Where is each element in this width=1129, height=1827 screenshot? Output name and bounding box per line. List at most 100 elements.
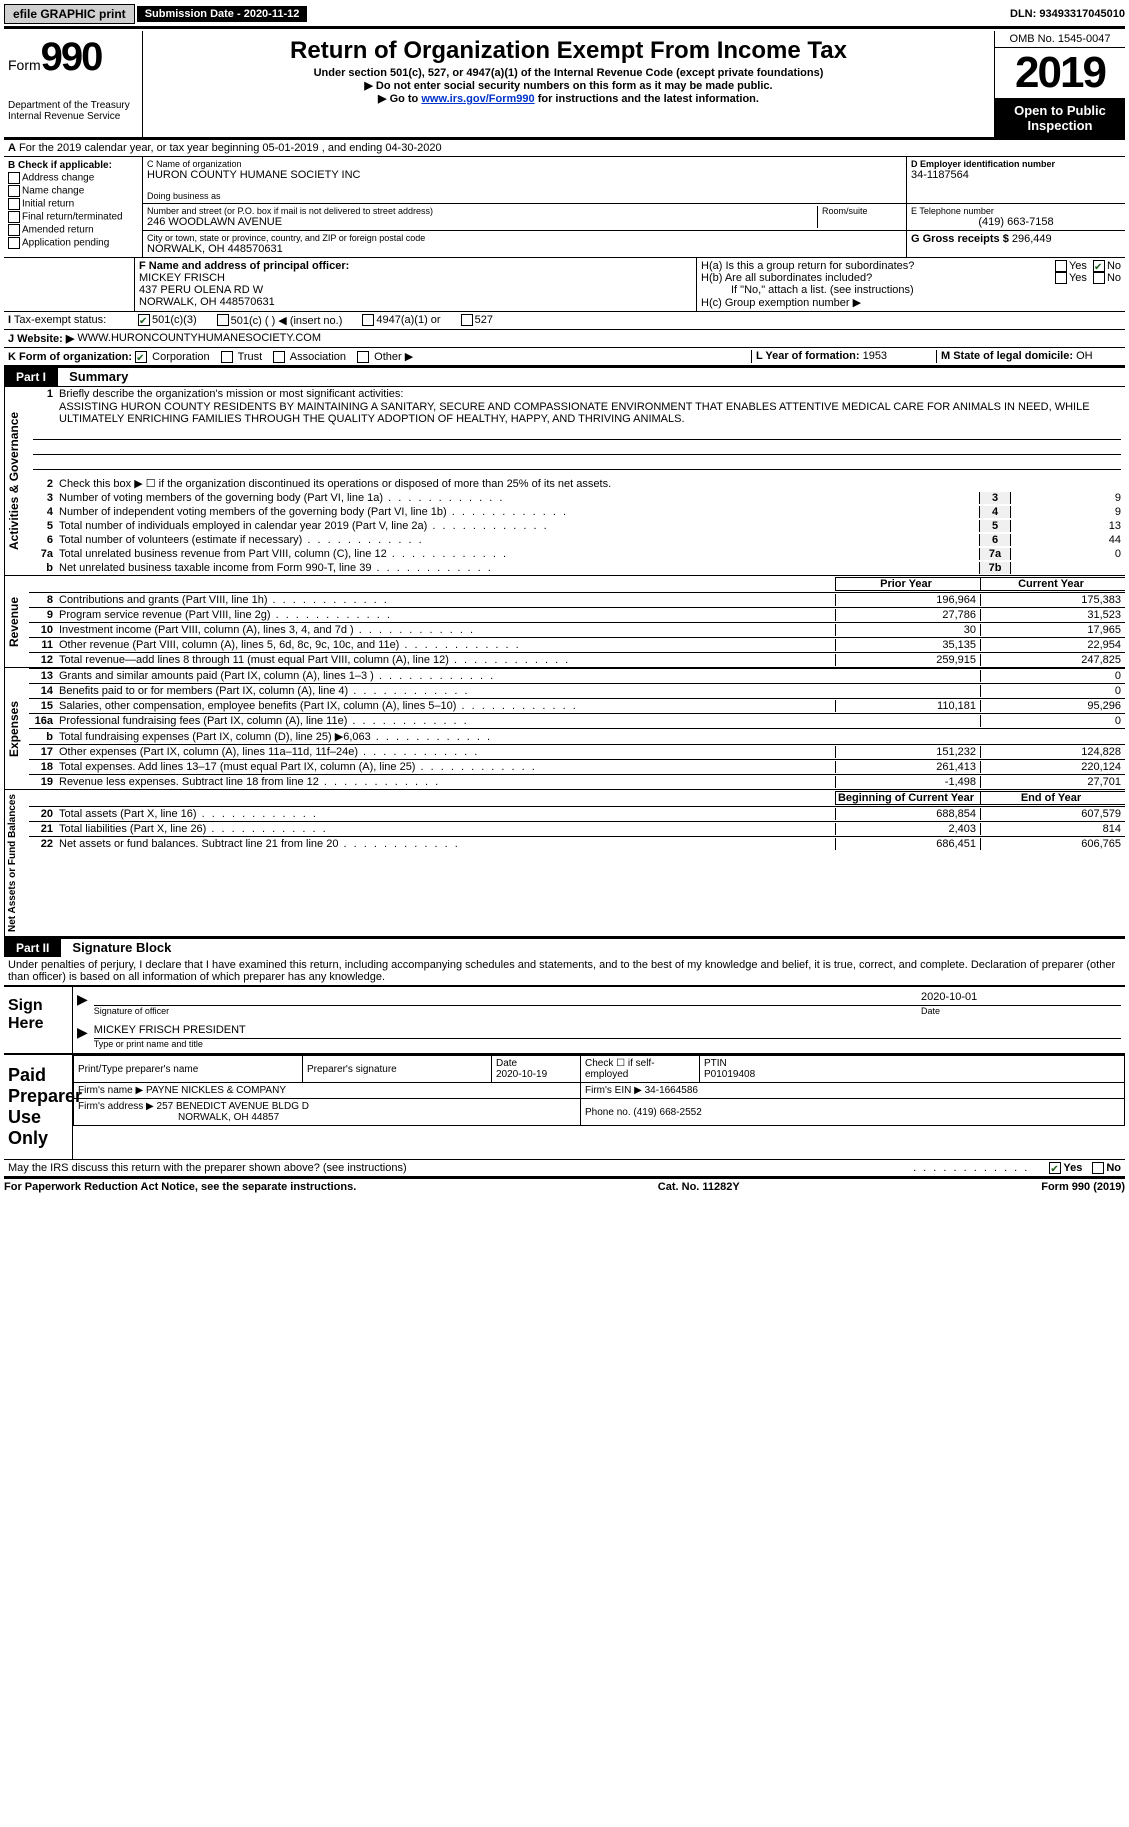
chk-amended[interactable]: Amended return — [22, 225, 94, 236]
prep-name-label: Print/Type preparer's name — [74, 1056, 303, 1083]
te-4947[interactable]: 4947(a)(1) or — [376, 314, 440, 327]
firm-phone-label: Phone no. — [585, 1107, 631, 1118]
firm-addr2: NORWALK, OH 44857 — [178, 1112, 279, 1123]
section-b-label: B Check if applicable: — [8, 160, 112, 171]
phone-value: (419) 663-7158 — [911, 216, 1121, 228]
tax-exempt-label: Tax-exempt status: — [14, 314, 106, 326]
h-a: H(a) Is this a group return for subordin… — [701, 260, 1055, 272]
paid-preparer: Paid Preparer Use Only — [4, 1055, 73, 1159]
prep-date-label: Date — [496, 1058, 517, 1069]
room-label: Room/suite — [822, 206, 902, 216]
part1-label: Part I — [4, 368, 58, 386]
discuss-no[interactable]: No — [1106, 1162, 1121, 1174]
note2-pre: ▶ Go to — [378, 93, 421, 105]
penalty-text: Under penalties of perjury, I declare th… — [4, 957, 1125, 986]
summary-line: b Net unrelated business taxable income … — [29, 561, 1125, 575]
chk-pending[interactable]: Application pending — [22, 238, 109, 249]
netassets-line: 20 Total assets (Part X, line 16) 688,85… — [29, 806, 1125, 821]
firm-name: PAYNE NICKLES & COMPANY — [146, 1085, 286, 1096]
dba-label: Doing business as — [147, 191, 902, 201]
part2-label: Part II — [4, 939, 61, 957]
form-subtitle: Under section 501(c), 527, or 4947(a)(1)… — [147, 67, 990, 79]
chk-address[interactable]: Address change — [22, 173, 94, 184]
te-527[interactable]: 527 — [475, 314, 493, 327]
curr-year-head: Current Year — [980, 577, 1125, 591]
k-corp[interactable]: Corporation — [152, 351, 209, 363]
hb-no[interactable]: No — [1107, 272, 1121, 284]
sign-here: Sign Here — [4, 987, 73, 1053]
chk-final[interactable]: Final return/terminated — [22, 212, 123, 223]
self-emp[interactable]: Check ☐ if self-employed — [581, 1056, 700, 1083]
expense-line: 14 Benefits paid to or for members (Part… — [29, 683, 1125, 698]
vert-revenue: Revenue — [4, 576, 29, 667]
inspect2: Inspection — [1027, 118, 1092, 133]
netassets-line: 21 Total liabilities (Part X, line 26) 2… — [29, 821, 1125, 836]
begin-year-head: Beginning of Current Year — [835, 791, 980, 805]
ptin-label: PTIN — [704, 1058, 727, 1069]
officer-name-sig: MICKEY FRISCH PRESIDENT — [94, 1024, 1121, 1039]
officer-label: F Name and address of principal officer: — [139, 260, 349, 272]
h-b: H(b) Are all subordinates included? — [701, 272, 1055, 284]
summary-line: 7a Total unrelated business revenue from… — [29, 547, 1125, 561]
officer-addr1: 437 PERU OLENA RD W — [139, 284, 692, 296]
form-header: Form990 Department of the Treasury Inter… — [4, 31, 1125, 140]
year-form-label: L Year of formation: — [756, 350, 860, 362]
k-trust[interactable]: Trust — [238, 351, 263, 363]
street-label: Number and street (or P.O. box if mail i… — [147, 206, 817, 216]
footer-center: Cat. No. 11282Y — [658, 1181, 740, 1193]
firm-ein-label: Firm's EIN ▶ — [585, 1085, 642, 1096]
expense-line: 16a Professional fundraising fees (Part … — [29, 713, 1125, 728]
hb-yes[interactable]: Yes — [1069, 272, 1087, 284]
summary-line: 6 Total number of volunteers (estimate i… — [29, 533, 1125, 547]
prep-sig-label: Preparer's signature — [303, 1056, 492, 1083]
officer-name-label: Type or print name and title — [94, 1039, 1121, 1049]
firm-ein: 34-1664586 — [645, 1085, 698, 1096]
summary-line: 3 Number of voting members of the govern… — [29, 491, 1125, 505]
city-label: City or town, state or province, country… — [147, 233, 902, 243]
sig-officer-label: Signature of officer — [94, 1006, 921, 1016]
irs-link[interactable]: www.irs.gov/Form990 — [421, 93, 534, 105]
revenue-line: 11 Other revenue (Part VIII, column (A),… — [29, 637, 1125, 652]
prior-year-head: Prior Year — [835, 577, 980, 591]
end-year-head: End of Year — [980, 791, 1125, 805]
website-value: WWW.HURONCOUNTYHUMANESOCIETY.COM — [77, 332, 321, 345]
part1-title: Summary — [61, 367, 136, 386]
top-bar: efile GRAPHIC print Submission Date - 20… — [4, 4, 1125, 24]
netassets-line: 22 Net assets or fund balances. Subtract… — [29, 836, 1125, 851]
te-501c[interactable]: 501(c) ( ) ◀ (insert no.) — [231, 314, 343, 327]
expense-line: 13 Grants and similar amounts paid (Part… — [29, 668, 1125, 683]
form-number: 990 — [41, 35, 102, 79]
revenue-line: 9 Program service revenue (Part VIII, li… — [29, 607, 1125, 622]
note2-post: for instructions and the latest informat… — [535, 93, 759, 105]
chk-name[interactable]: Name change — [22, 186, 84, 197]
form-title: Return of Organization Exempt From Incom… — [147, 37, 990, 65]
section-b: B Check if applicable: Address change Na… — [4, 157, 143, 257]
year-form-value: 1953 — [863, 350, 887, 362]
submission-date: Submission Date - 2020-11-12 — [137, 6, 308, 22]
efile-button[interactable]: efile GRAPHIC print — [4, 4, 135, 24]
mission-text: ASSISTING HURON COUNTY RESIDENTS BY MAIN… — [29, 401, 1125, 425]
ein-value: 34-1187564 — [911, 169, 1121, 181]
officer-name: MICKEY FRISCH — [139, 272, 692, 284]
ha-no[interactable]: No — [1107, 260, 1121, 272]
officer-addr2: NORWALK, OH 448570631 — [139, 296, 692, 308]
state-value: OH — [1076, 350, 1093, 362]
k-assoc[interactable]: Association — [290, 351, 346, 363]
te-501c3[interactable]: 501(c)(3) — [152, 314, 197, 327]
form-note1: ▶ Do not enter social security numbers o… — [147, 79, 990, 92]
k-other[interactable]: Other ▶ — [374, 351, 413, 363]
website-label: J Website: ▶ — [8, 332, 74, 345]
footer-left: For Paperwork Reduction Act Notice, see … — [4, 1181, 356, 1193]
summary-line: 4 Number of independent voting members o… — [29, 505, 1125, 519]
discuss-yes[interactable]: Yes — [1063, 1162, 1082, 1174]
vert-expenses: Expenses — [4, 668, 29, 789]
footer-right: Form 990 (2019) — [1041, 1181, 1125, 1193]
street-value: 246 WOODLAWN AVENUE — [147, 216, 817, 228]
chk-initial[interactable]: Initial return — [22, 199, 74, 210]
dept-treasury: Department of the Treasury — [8, 100, 138, 111]
gross-value: 296,449 — [1012, 233, 1052, 245]
tax-year: 2019 — [995, 48, 1125, 99]
name-label: C Name of organization — [147, 159, 902, 169]
ha-yes[interactable]: Yes — [1069, 260, 1087, 272]
line1-label: Briefly describe the organization's miss… — [59, 388, 1125, 400]
